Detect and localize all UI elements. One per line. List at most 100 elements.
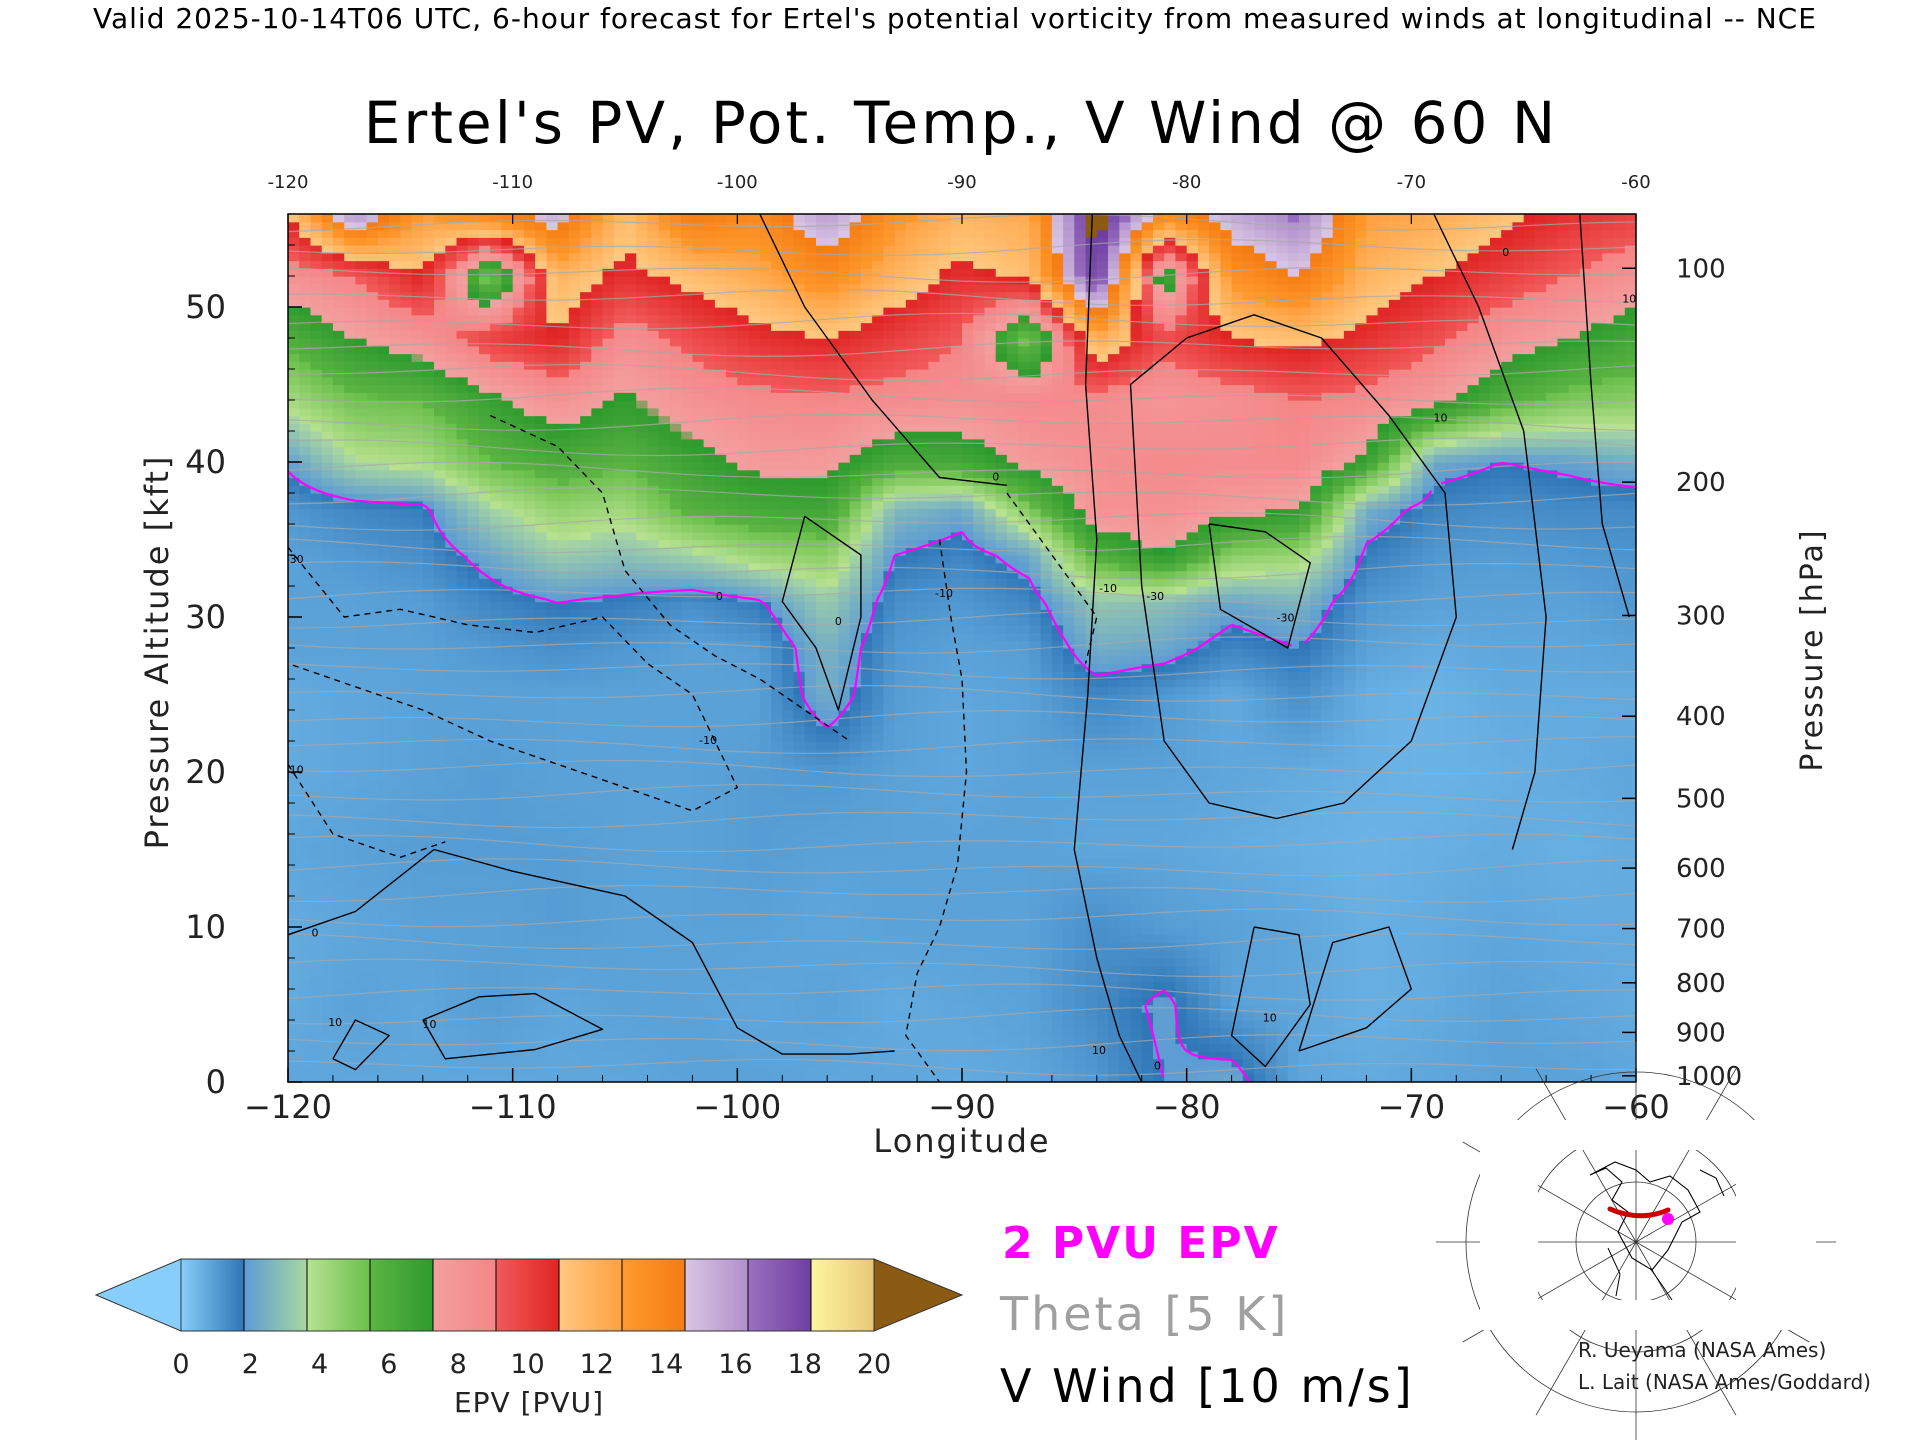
heat-cell (1422, 1058, 1435, 1068)
heat-cell (1568, 872, 1581, 882)
heat-cell (1478, 1027, 1491, 1037)
heat-cell (860, 934, 873, 944)
heat-cell (299, 1074, 312, 1082)
heat-cell (793, 865, 806, 874)
heat-cell (1164, 818, 1177, 827)
heat-cell (321, 981, 334, 990)
heat-cell (1534, 1051, 1547, 1060)
heat-cell (793, 756, 806, 765)
heat-cell (1130, 1027, 1143, 1037)
heat-cell (366, 1066, 379, 1075)
heat-cell (422, 787, 435, 796)
heat-cell (827, 1058, 840, 1068)
heat-cell (1051, 849, 1064, 858)
heat-cell (838, 849, 851, 858)
heat-cell (377, 927, 390, 936)
heat-cell (445, 911, 458, 920)
heat-cell (1321, 942, 1334, 951)
heat-cell (1501, 1004, 1514, 1013)
heat-cell (849, 965, 862, 975)
heat-cell (1557, 818, 1570, 827)
heat-cell (1265, 810, 1278, 820)
heat-cell (1400, 919, 1412, 928)
heat-cell (1006, 772, 1019, 781)
heat-cell (1197, 865, 1210, 874)
heat-cell (950, 934, 963, 944)
heat-cell (1310, 1058, 1323, 1068)
heat-cell (1355, 779, 1368, 789)
heat-cell (939, 919, 952, 928)
heat-cell (366, 911, 379, 920)
heat-cell (1591, 795, 1603, 804)
heat-cell (1332, 1074, 1345, 1082)
heat-cell (726, 787, 738, 796)
heat-cell (1613, 1066, 1626, 1075)
heat-cell (636, 834, 649, 843)
heat-cell (771, 911, 783, 920)
heat-cell (1321, 834, 1334, 843)
heat-cell (737, 795, 750, 804)
heat-cell (827, 965, 840, 975)
heat-cell (422, 1051, 435, 1060)
heat-cell (962, 973, 974, 982)
heat-cell (625, 1035, 637, 1044)
heat-cell (928, 1043, 941, 1052)
heat-cell (1557, 857, 1570, 866)
heat-cell (1490, 1027, 1502, 1037)
heat-cell (1265, 1051, 1278, 1060)
heat-cell (1018, 1027, 1031, 1037)
heat-cell (479, 818, 491, 827)
heat-cell (613, 981, 626, 990)
heat-cell (490, 810, 503, 820)
heat-cell (636, 1043, 649, 1052)
heat-cell (905, 1051, 918, 1060)
heat-cell (793, 981, 806, 990)
heat-cell (782, 965, 795, 975)
heat-cell (703, 896, 716, 905)
heat-cell (1153, 973, 1165, 982)
heat-cell (310, 756, 323, 765)
heat-cell (321, 1051, 334, 1060)
heat-cell (344, 841, 357, 851)
heat-cell (299, 1012, 312, 1021)
heat-cell (321, 1035, 334, 1044)
heat-cell (939, 1066, 952, 1075)
heat-cell (1512, 958, 1525, 967)
heat-cell (568, 911, 581, 920)
heat-cell (759, 1020, 772, 1029)
heat-cell (1568, 934, 1581, 944)
heat-cell (1624, 795, 1636, 804)
heat-cell (389, 1043, 401, 1052)
heat-cell (1287, 826, 1300, 835)
heat-cell (973, 1020, 986, 1029)
heat-cell (512, 911, 525, 920)
heat-cell (389, 973, 401, 982)
heat-cell (1096, 981, 1109, 990)
heat-cell (748, 1058, 761, 1068)
heat-cell (1040, 772, 1053, 781)
heat-cell (355, 1012, 368, 1021)
heat-cell (1063, 795, 1075, 804)
heat-cell (557, 880, 570, 889)
heat-cell (1029, 857, 1042, 866)
heat-cell (1591, 958, 1603, 967)
heat-cell (1051, 903, 1064, 913)
heat-cell (1242, 919, 1255, 928)
heat-cell (860, 803, 873, 812)
heat-cell (658, 1074, 671, 1082)
heat-cell (1512, 1027, 1525, 1037)
heat-cell (299, 934, 312, 944)
heat-cell (389, 849, 401, 858)
heat-cell (883, 826, 896, 835)
heat-cell (782, 919, 795, 928)
heat-cell (366, 903, 379, 913)
heat-cell (568, 934, 581, 944)
heat-cell (1197, 834, 1210, 843)
heat-cell (1388, 787, 1401, 796)
heat-cell (759, 1074, 772, 1082)
heat-cell (1141, 795, 1154, 804)
heat-cell (1141, 919, 1154, 928)
heat-cell (1018, 803, 1031, 812)
heat-cell (816, 1035, 828, 1044)
heat-cell (288, 849, 300, 858)
